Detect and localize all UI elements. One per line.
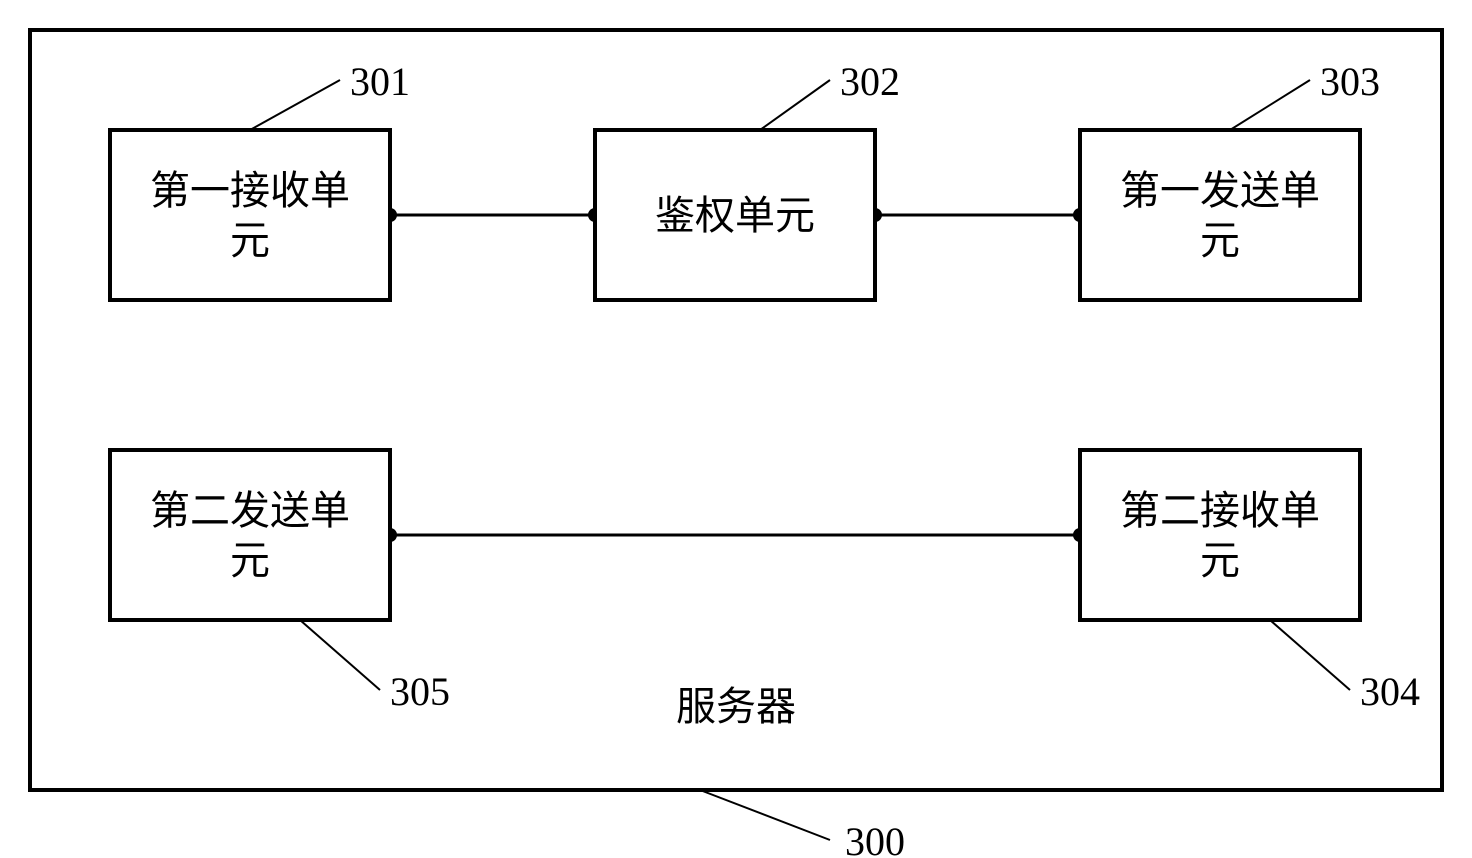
unit-box-305: [110, 450, 390, 620]
refnum-301: 301: [350, 59, 410, 104]
unit-box-301: [110, 130, 390, 300]
unit-label-303: 第一发送单: [1120, 168, 1320, 213]
refnum-305: 305: [390, 669, 450, 714]
unit-label-303: 元: [1200, 218, 1240, 263]
refnum-302: 302: [840, 59, 900, 104]
unit-label-301: 第一接收单: [150, 168, 350, 213]
unit-label-305: 第二发送单: [150, 488, 350, 533]
unit-label-304: 元: [1200, 538, 1240, 583]
unit-label-305: 元: [230, 538, 270, 583]
unit-label-301: 元: [230, 218, 270, 263]
server-label: 服务器: [676, 684, 796, 729]
unit-label-302: 鉴权单元: [655, 193, 815, 238]
refnum-300: 300: [845, 819, 905, 858]
unit-box-304: [1080, 450, 1360, 620]
unit-box-303: [1080, 130, 1360, 300]
refnum-303: 303: [1320, 59, 1380, 104]
unit-label-304: 第二接收单: [1120, 488, 1320, 533]
diagram-canvas: 服务器300第一接收单元301鉴权单元302第一发送单元303第二发送单元305…: [0, 0, 1472, 858]
refnum-304: 304: [1360, 669, 1420, 714]
